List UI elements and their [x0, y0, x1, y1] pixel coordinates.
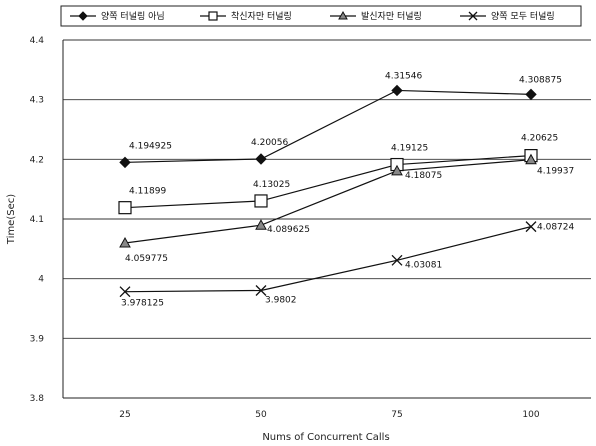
- x-tick-label: 25: [119, 410, 130, 420]
- data-point: [254, 194, 268, 208]
- data-point: [525, 153, 537, 165]
- legend-label: 착신자만 터널링: [231, 10, 292, 22]
- data-point: [255, 153, 267, 165]
- data-label: 3.978125: [121, 299, 164, 309]
- series-markers: [118, 84, 538, 298]
- data-point: [255, 219, 267, 230]
- data-label: 4.308875: [519, 75, 562, 85]
- y-axis-title: Time(Sec): [6, 194, 17, 245]
- x-axis-title: Nums of Concurrent Calls: [262, 432, 389, 443]
- data-label: 4.19125: [391, 144, 428, 154]
- series-lines: [124, 89, 532, 293]
- data-label: 3.9802: [265, 295, 297, 305]
- data-point: [525, 221, 537, 233]
- legend-marker: [468, 11, 478, 21]
- legend-box: [60, 5, 582, 27]
- legend-marker: [338, 10, 348, 20]
- data-point: [255, 285, 267, 296]
- data-label: 4.194925: [129, 141, 172, 151]
- legend: 양쪽 터널링 아님 착신자만 터널링 발신자만 터널링 양쪽 모두 터널링: [70, 10, 555, 22]
- data-label: 4.03081: [405, 260, 442, 270]
- y-tick-label: 3.8: [30, 394, 45, 404]
- data-point: [391, 164, 403, 176]
- legend-label: 양쪽 모두 터널링: [491, 10, 555, 22]
- data-label: 4.089625: [267, 225, 310, 235]
- gridlines: [63, 39, 591, 339]
- x-tick-labels: 25 50 75 100: [119, 410, 540, 420]
- y-tick-labels: 3.8 3.9 4 4.1 4.2 4.3 4.4: [30, 36, 45, 404]
- data-label: 4.18075: [405, 171, 442, 181]
- y-tick-label: 4.4: [30, 36, 45, 46]
- series-line: [124, 89, 532, 163]
- data-label: 4.11899: [129, 187, 166, 197]
- x-tick-label: 100: [522, 410, 539, 420]
- data-label: 4.20056: [251, 138, 288, 148]
- data-labels: 4.194925 4.20056 4.31546 4.308875 4.11899 4.1…: [121, 71, 574, 308]
- data-label: 4.20625: [521, 134, 558, 144]
- data-point: [119, 236, 131, 248]
- legend-marker: [208, 11, 218, 21]
- y-tick-label: 4: [38, 275, 44, 285]
- data-label: 4.19937: [537, 167, 574, 177]
- data-label: 4.08724: [537, 223, 574, 233]
- series-line: [124, 159, 532, 244]
- data-label: 4.31546: [385, 71, 422, 81]
- data-label: 4.059775: [125, 254, 168, 264]
- y-tick-label: 3.9: [30, 334, 45, 344]
- y-tick-label: 4.2: [30, 155, 44, 165]
- data-point: [391, 84, 403, 97]
- data-label: 4.13025: [253, 180, 290, 190]
- y-tick-label: 4.3: [30, 96, 44, 106]
- series-line: [124, 226, 532, 293]
- legend-label: 발신자만 터널링: [361, 10, 422, 22]
- legend-marker: [78, 11, 88, 21]
- series-line: [124, 155, 532, 209]
- data-point: [119, 156, 131, 169]
- data-point: [118, 201, 132, 215]
- data-point: [119, 286, 131, 298]
- x-tick-label: 50: [255, 410, 267, 420]
- x-tick-label: 75: [391, 410, 402, 420]
- legend-label: 양쪽 터널링 아님: [101, 10, 165, 22]
- data-point: [525, 88, 537, 101]
- data-point: [391, 254, 403, 266]
- y-tick-label: 4.1: [30, 215, 44, 225]
